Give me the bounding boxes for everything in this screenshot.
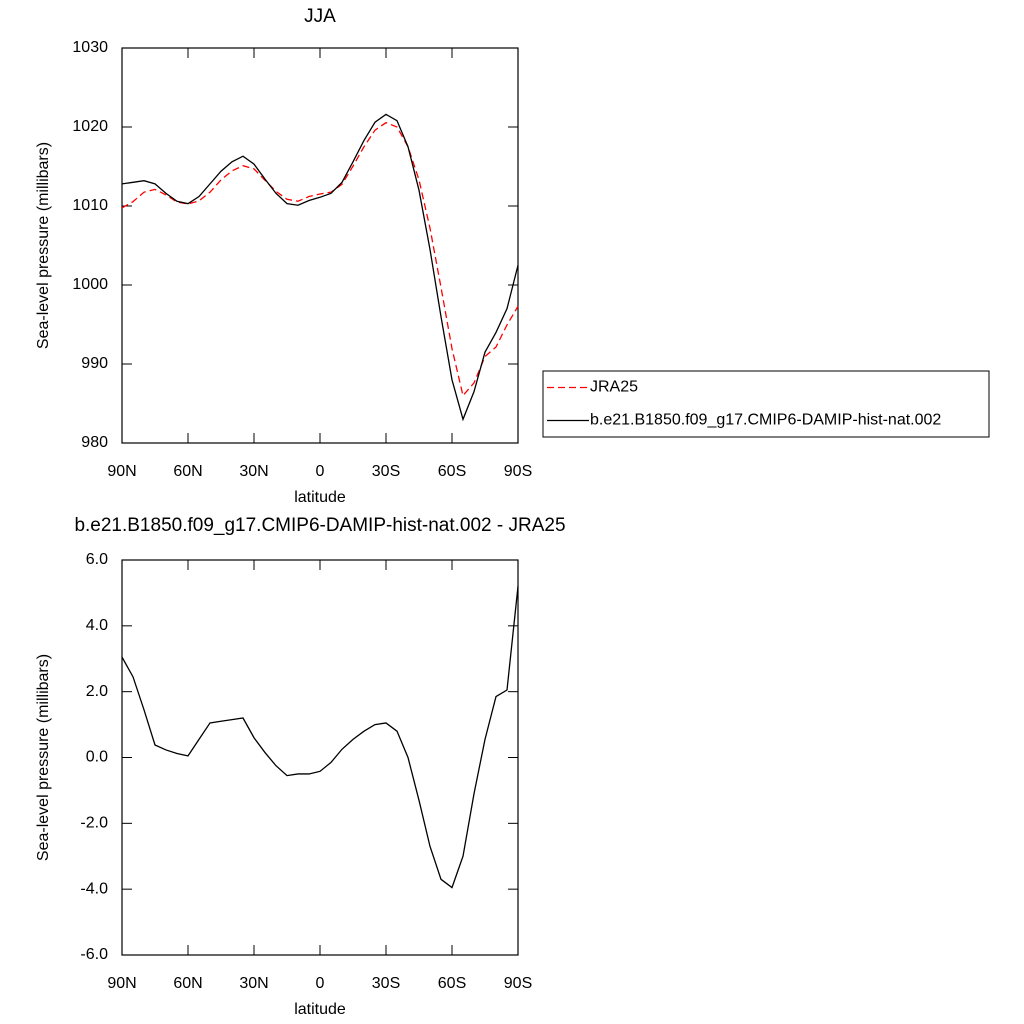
data-line [121,121,519,397]
x-tick-label: 60N [173,975,202,992]
x-tick-label: 90N [107,463,136,480]
x-tick-label: 30N [239,975,268,992]
x-tick-label: 0 [316,463,325,480]
y-tick-label: 6.0 [86,551,108,568]
y-tick-label: 0.0 [86,749,108,766]
chart-title: JJA [304,6,336,27]
data-line [121,586,519,889]
legend-box [542,370,990,438]
x-tick-label: 60S [438,975,466,992]
plot-frame [121,47,519,444]
legend-label: b.e21.B1850.f09_g17.CMIP6-DAMIP-hist-nat… [590,412,941,429]
chart-title: b.e21.B1850.f09_g17.CMIP6-DAMIP-hist-nat… [74,515,565,536]
y-tick-label: 1030 [72,39,108,56]
y-tick-label: 1000 [72,276,108,293]
x-axis-label: latitude [294,489,346,506]
x-tick-label: 0 [316,975,325,992]
x-axis-label: latitude [294,1001,346,1018]
x-tick-label: 30S [372,975,400,992]
x-tick-label: 30S [372,463,400,480]
y-tick-label: 1020 [72,118,108,135]
y-tick-label: -6.0 [80,946,108,963]
x-tick-label: 90S [504,463,532,480]
x-tick-label: 30N [239,463,268,480]
y-tick-label: -2.0 [80,815,108,832]
y-axis-label: Sea-level pressure (millibars) [35,654,52,861]
x-tick-label: 90N [107,975,136,992]
y-tick-label: -4.0 [80,880,108,897]
y-tick-label: 980 [81,434,108,451]
x-tick-label: 60S [438,463,466,480]
data-line [121,113,519,422]
legend-label: JRA25 [590,379,638,396]
y-tick-label: 990 [81,355,108,372]
y-tick-label: 1010 [72,197,108,214]
plot-frame [121,559,519,956]
y-tick-label: 2.0 [86,683,108,700]
x-tick-label: 90S [504,975,532,992]
y-tick-label: 4.0 [86,617,108,634]
x-tick-label: 60N [173,463,202,480]
y-axis-label: Sea-level pressure (millibars) [35,142,52,349]
